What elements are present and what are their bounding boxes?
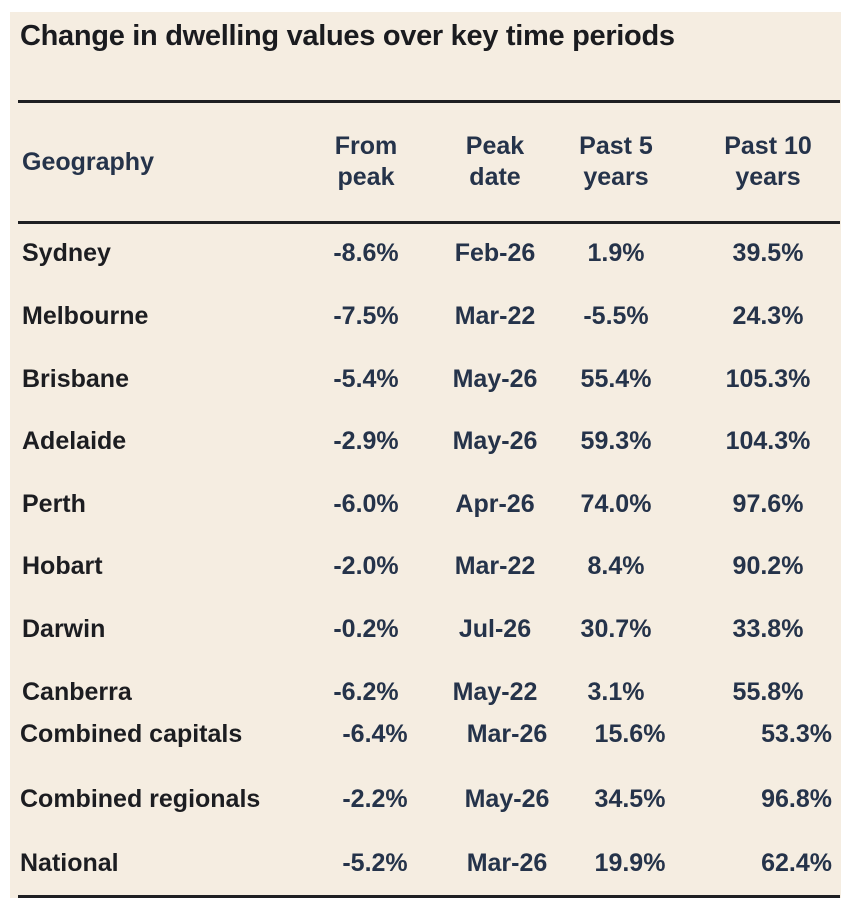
row-past-10: 104.3% <box>725 427 811 455</box>
header-from-peak: From peak <box>334 132 398 191</box>
row-from-peak: -6.0% <box>333 490 399 518</box>
header-geography: Geography <box>22 148 154 176</box>
row-peak-date: Mar-22 <box>454 552 536 580</box>
row-from-peak: -5.4% <box>333 365 399 393</box>
row-from-peak: -7.5% <box>333 302 399 330</box>
row-geography: Perth <box>22 490 86 518</box>
row-geography: Adelaide <box>22 427 127 455</box>
row-from-peak: -6.2% <box>333 678 399 706</box>
row-past-5: 19.9% <box>594 849 666 877</box>
header-rule <box>18 221 840 224</box>
row-past-10: 53.3% <box>761 720 832 748</box>
row-peak-date: May-22 <box>452 678 538 706</box>
row-past-5: 1.9% <box>587 239 645 267</box>
row-geography: Brisbane <box>22 365 129 393</box>
row-past-10: 105.3% <box>725 365 811 393</box>
row-past-10: 39.5% <box>732 239 804 267</box>
row-past-5: 15.6% <box>594 720 666 748</box>
row-peak-date: Apr-26 <box>455 490 535 518</box>
row-peak-date: Feb-26 <box>454 239 536 267</box>
row-past-10: 55.8% <box>732 678 804 706</box>
row-geography: Canberra <box>22 678 132 706</box>
row-from-peak: -2.9% <box>333 427 399 455</box>
row-from-peak: -2.2% <box>342 785 408 813</box>
row-peak-date: May-26 <box>452 365 538 393</box>
row-past-10: 97.6% <box>732 490 804 518</box>
header-peak-date: Peak date <box>465 132 525 191</box>
row-past-10: 96.8% <box>761 785 832 813</box>
row-geography: Hobart <box>22 552 103 580</box>
row-from-peak: -2.0% <box>333 552 399 580</box>
row-peak-date: Mar-22 <box>454 302 536 330</box>
row-from-peak: -6.4% <box>342 720 408 748</box>
bottom-rule <box>18 895 840 898</box>
row-peak-date: May-26 <box>464 785 550 813</box>
row-past-10: 33.8% <box>732 615 804 643</box>
row-peak-date: Mar-26 <box>466 720 548 748</box>
row-peak-date: Mar-26 <box>466 849 548 877</box>
top-rule <box>18 100 840 103</box>
row-past-5: 34.5% <box>594 785 666 813</box>
row-past-5: 59.3% <box>580 427 652 455</box>
header-past-10-years: Past 10 years <box>724 132 812 191</box>
row-from-peak: -8.6% <box>333 239 399 267</box>
row-past-5: 55.4% <box>580 365 652 393</box>
row-past-10: 62.4% <box>761 849 832 877</box>
row-past-5: 74.0% <box>580 490 652 518</box>
row-from-peak: -0.2% <box>333 615 399 643</box>
table-title: Change in dwelling values over key time … <box>20 20 675 52</box>
row-geography: Melbourne <box>22 302 149 330</box>
row-past-10: 24.3% <box>732 302 804 330</box>
summary-card-background <box>10 711 841 898</box>
row-past-10: 90.2% <box>732 552 804 580</box>
row-geography: Sydney <box>22 239 111 267</box>
row-from-peak: -5.2% <box>342 849 408 877</box>
row-past-5: 8.4% <box>587 552 645 580</box>
row-past-5: -5.5% <box>583 302 649 330</box>
row-past-5: 3.1% <box>587 678 645 706</box>
header-past-5-years: Past 5 years <box>579 132 653 191</box>
row-past-5: 30.7% <box>580 615 652 643</box>
row-geography: Combined regionals <box>20 785 261 813</box>
row-geography: Combined capitals <box>20 720 243 748</box>
row-peak-date: May-26 <box>452 427 538 455</box>
row-geography: National <box>20 849 119 877</box>
row-peak-date: Jul-26 <box>458 615 532 643</box>
row-geography: Darwin <box>22 615 106 643</box>
